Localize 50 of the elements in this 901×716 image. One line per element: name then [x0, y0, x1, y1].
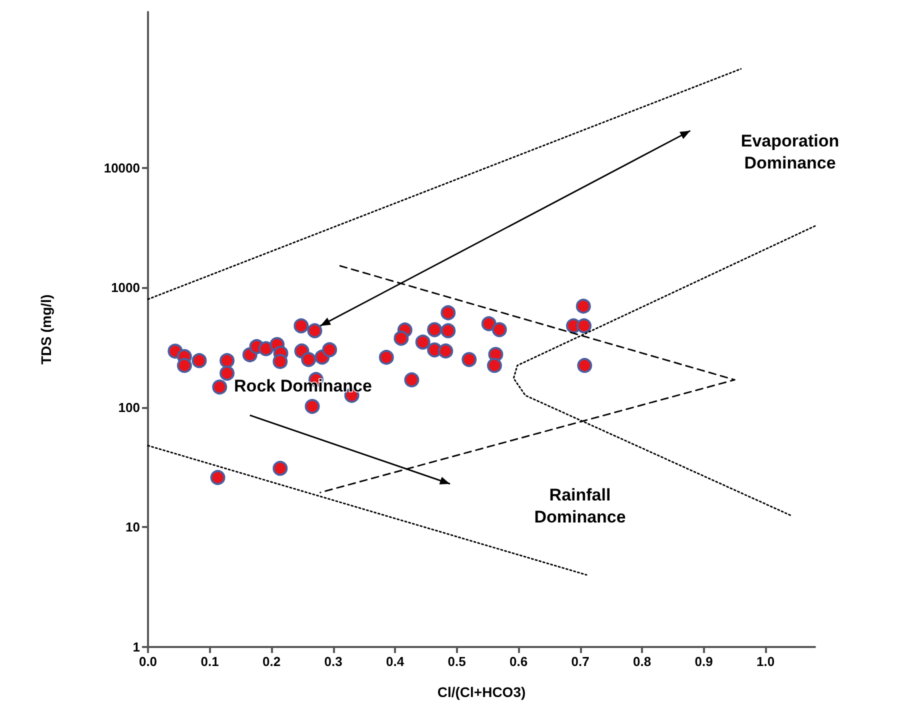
point — [258, 341, 274, 356]
point — [294, 318, 309, 334]
point — [438, 343, 454, 358]
x-tick-label: 0.9 — [694, 654, 713, 669]
x-tick-label: 0.2 — [262, 654, 281, 669]
x-tick-label: 0.4 — [386, 654, 405, 669]
point — [481, 316, 496, 332]
annotation: Evaporation Dominance — [740, 132, 840, 172]
y-axis-title: TDS (mg/l) — [38, 294, 54, 364]
point — [576, 318, 592, 334]
x-tick-label: 0.0 — [138, 654, 158, 669]
x-tick-label: 0.3 — [324, 654, 342, 669]
point — [378, 350, 394, 365]
point — [394, 330, 409, 346]
annotation: Rock Dominance — [234, 376, 372, 396]
y-tick-label: 100 — [118, 400, 140, 415]
point — [210, 470, 226, 485]
x-tick-label: 1.0 — [756, 654, 775, 669]
point — [404, 372, 420, 388]
x-tick-label: 0.7 — [571, 654, 590, 669]
point — [577, 358, 592, 373]
point — [212, 380, 228, 395]
point — [576, 298, 591, 314]
annotation: Rainfall Dominance — [534, 486, 626, 526]
x-tick-label: 0.8 — [633, 654, 652, 669]
point — [440, 323, 456, 338]
point — [220, 366, 235, 381]
point — [192, 353, 207, 368]
point — [492, 322, 507, 338]
point — [322, 342, 338, 358]
point — [486, 358, 502, 373]
point — [462, 352, 477, 368]
point — [220, 353, 235, 368]
x-tick-label: 0.5 — [448, 654, 466, 669]
point — [272, 460, 288, 476]
point — [304, 398, 320, 414]
x-tick-label: 0.6 — [510, 654, 528, 669]
point — [272, 354, 288, 369]
y-tick-label: 1 — [132, 640, 140, 654]
y-tick-label: 1000 — [111, 280, 140, 296]
point — [301, 352, 316, 368]
y-tick-label: 10000 — [104, 160, 140, 176]
x-axis-title: Cl/(Cl+HCO3) — [437, 684, 526, 700]
point — [440, 305, 456, 320]
point — [176, 358, 192, 373]
point — [427, 322, 442, 338]
point — [415, 334, 430, 350]
y-tick-label: 10 — [126, 520, 140, 535]
point — [307, 323, 322, 338]
x-tick-label: 0.1 — [200, 654, 219, 669]
